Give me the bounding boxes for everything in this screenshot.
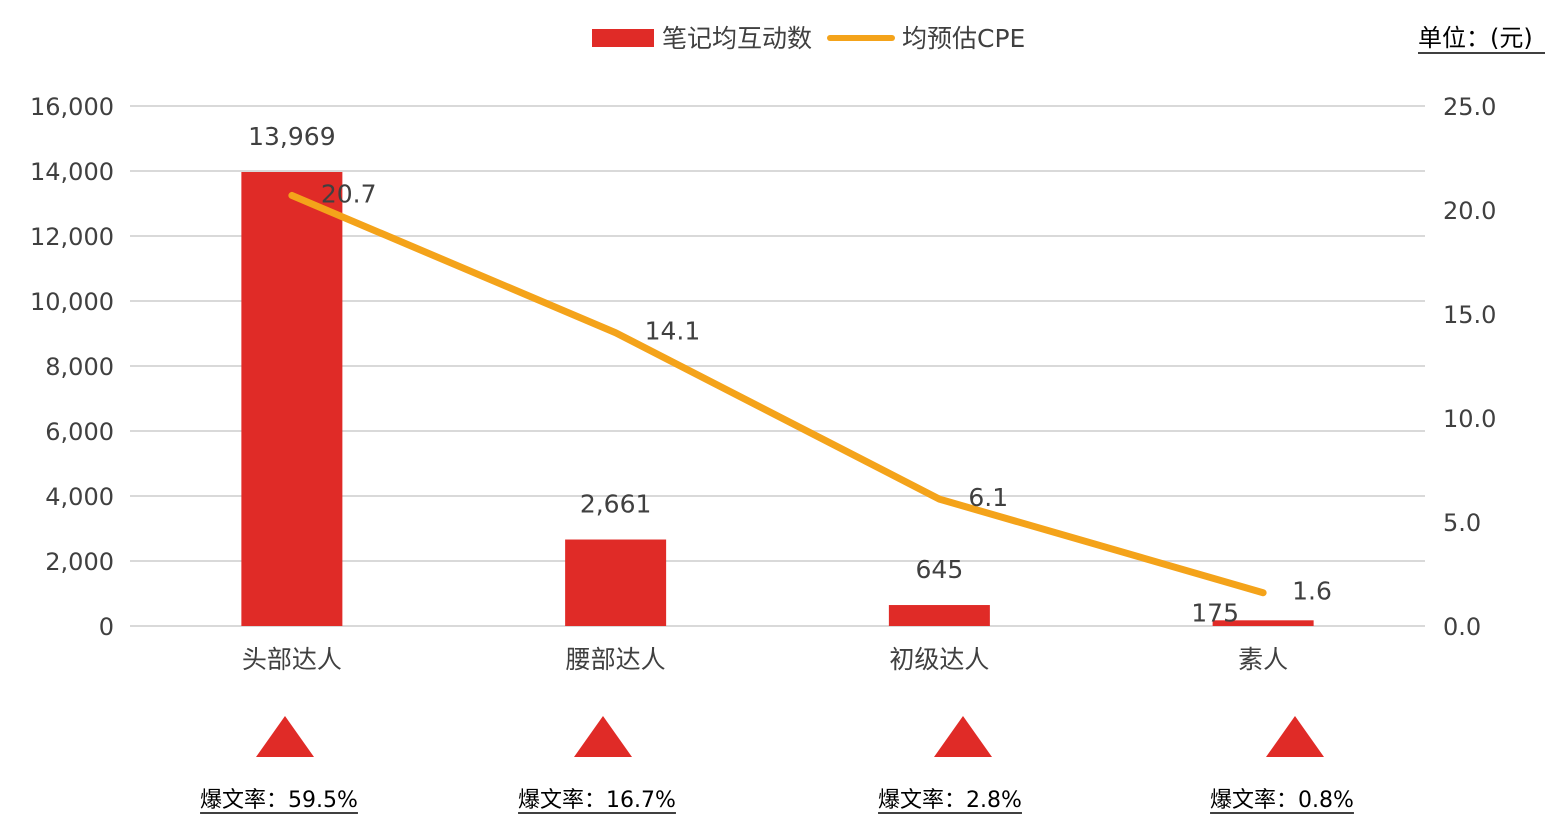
left-tick-label: 10,000: [30, 288, 114, 316]
right-tick-label: 25.0: [1443, 93, 1496, 121]
triangle-up-icon: [934, 716, 992, 757]
line-value-label: 6.1: [968, 483, 1008, 512]
left-tick-label: 16,000: [30, 93, 114, 121]
left-tick-label: 2,000: [45, 548, 114, 576]
line-series: [288, 191, 1267, 597]
legend: 笔记均互动数 均预估CPE: [592, 24, 1025, 53]
explosive-rate-label: 爆文率：59.5%: [200, 788, 358, 813]
bar: [888, 605, 990, 626]
bar-value-label: 645: [916, 555, 964, 584]
bar-series: [241, 172, 1314, 626]
bar: [1212, 620, 1314, 626]
category-label: 素人: [1238, 645, 1288, 674]
legend-bar-swatch: [592, 29, 654, 47]
left-axis: 0 2,000 4,000 6,000 8,000 10,000 12,000 14,000 1…: [30, 93, 114, 641]
line-value-label: 20.7: [321, 179, 377, 208]
left-tick-label: 6,000: [45, 418, 114, 446]
data-labels: 13,969 2,661 645 175 20.7 14.1 6.1 1.6: [248, 122, 1332, 627]
left-tick-label: 8,000: [45, 353, 114, 381]
bar-value-label: 175: [1191, 598, 1239, 627]
triangle-up-icon: [1266, 716, 1324, 757]
left-tick-label: 4,000: [45, 483, 114, 511]
triangle-up-icon: [574, 716, 632, 757]
legend-bar-label: 笔记均互动数: [662, 24, 812, 53]
left-tick-label: 12,000: [30, 223, 114, 251]
right-tick-label: 0.0: [1443, 613, 1481, 641]
bar: [565, 539, 667, 626]
explosive-rate-label: 爆文率：2.8%: [878, 788, 1022, 813]
triangle-up-icon: [256, 716, 314, 757]
line-value-label: 1.6: [1292, 577, 1332, 606]
annotations: 爆文率：59.5% 爆文率：16.7% 爆文率：2.8% 爆文率：0.8%: [200, 716, 1354, 814]
category-label: 腰部达人: [566, 645, 666, 674]
right-tick-label: 10.0: [1443, 405, 1496, 433]
gridlines: [130, 105, 1425, 627]
bar-value-label: 13,969: [248, 122, 335, 151]
line-value-label: 14.1: [645, 317, 701, 346]
unit-label: 单位：(元): [1418, 24, 1533, 52]
cpe-line: [288, 191, 1267, 597]
category-label: 头部达人: [242, 645, 342, 674]
left-tick-label: 0: [99, 613, 114, 641]
right-axis: 0.0 5.0 10.0 15.0 20.0 25.0: [1443, 93, 1496, 641]
explosive-rate-label: 爆文率：0.8%: [1210, 788, 1354, 813]
left-tick-label: 14,000: [30, 158, 114, 186]
bar-value-label: 2,661: [580, 490, 652, 519]
explosive-rate-label: 爆文率：16.7%: [518, 788, 676, 813]
right-tick-label: 5.0: [1443, 509, 1481, 537]
bar: [241, 172, 343, 626]
legend-line-label: 均预估CPE: [902, 24, 1025, 53]
right-tick-label: 20.0: [1443, 197, 1496, 225]
category-label: 初级达人: [889, 645, 989, 674]
right-tick-label: 15.0: [1443, 301, 1496, 329]
category-axis: 头部达人 腰部达人 初级达人 素人: [242, 645, 1288, 674]
